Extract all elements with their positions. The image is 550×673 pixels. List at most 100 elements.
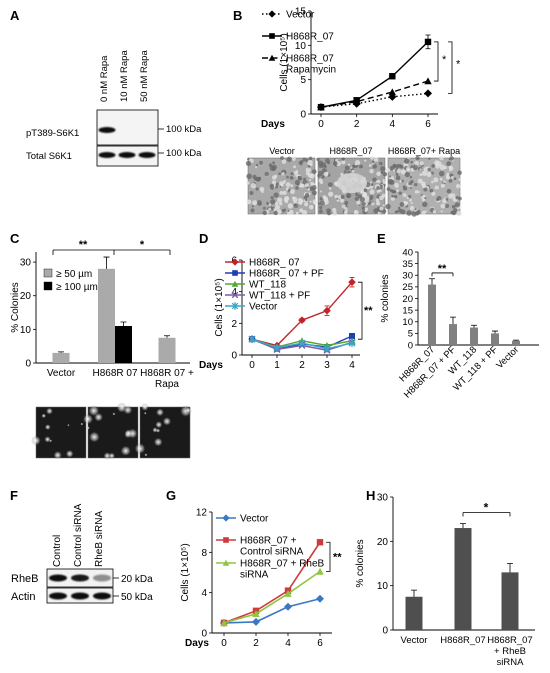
significance-bracket <box>462 512 511 517</box>
legend-marker <box>222 559 230 566</box>
chart-b-growth-curve: 0 5 10 15 0 2 4 6 Days Cells (1×10⁵) Vector H868R_0… <box>261 7 461 131</box>
data-point-s3-2 <box>352 97 361 105</box>
significance-bracket-1 <box>434 41 439 82</box>
series-line-2 <box>320 41 429 108</box>
category-label-3: H868R_07 <box>487 635 532 646</box>
bar-1 <box>405 596 423 630</box>
blot-band-r2-l3 <box>93 592 111 600</box>
legend-label: Vector <box>240 514 269 525</box>
y-axis-label: Cells (1×10⁵) <box>180 543 191 601</box>
panel-label-e: E <box>377 231 386 246</box>
data-point-s2-4 <box>316 539 324 546</box>
error-bar <box>103 256 110 269</box>
bar-3-s1 <box>158 337 176 363</box>
y-tick-label: 8 <box>201 548 207 559</box>
bar-3 <box>470 327 478 345</box>
bar-5 <box>512 340 520 345</box>
x-tick-label: 2 <box>253 638 259 649</box>
legend-label: WT_118 + PF <box>249 291 310 302</box>
series-line-2 <box>223 541 321 624</box>
blot-f-row-1-label: RheB <box>11 573 39 585</box>
legend-marker <box>223 537 229 543</box>
bar-4 <box>491 333 499 345</box>
significance-mark: ** <box>364 305 373 317</box>
blot-band-r1-l1 <box>98 127 116 133</box>
chart-g-growth-curve: 0 4 8 12 0 2 4 6 Days Cells (1×10⁵) Vector H868R_07… <box>180 508 342 650</box>
error-bar <box>471 324 477 328</box>
x-tick-label: 0 <box>221 638 227 649</box>
category-label-2: H868R 07 <box>92 368 137 379</box>
panel-label-b: B <box>233 8 242 23</box>
blot-band-r2-l2 <box>71 592 89 600</box>
chart-d-growth-curve: 024601234DaysCells (1×10⁵)H868R_ 07H868R… <box>199 256 373 372</box>
x-tick-label: 4 <box>349 360 355 371</box>
data-point-s1-3 <box>298 316 306 324</box>
blot-a-row-2-label: Total S6K1 <box>26 151 72 162</box>
legend-label: ≥ 100 µm <box>56 282 98 293</box>
category-label-3: H868R 07 + <box>140 368 194 379</box>
x-tick-label: 2 <box>299 360 305 371</box>
legend-label: Rapamycin <box>286 65 336 76</box>
y-axis-label: % colonies <box>355 539 366 587</box>
legend-marker <box>268 10 276 18</box>
blot-band-r1-l3 <box>93 574 111 582</box>
image-b-1-label: Vector <box>269 146 295 156</box>
y-tick-label: 20 <box>377 537 389 548</box>
y-tick-label: 10 <box>20 325 32 336</box>
error-bar <box>411 589 417 597</box>
y-tick-label: 0 <box>231 351 237 362</box>
blot-f-row-2-label: Actin <box>11 591 35 603</box>
legend-marker <box>231 258 239 266</box>
y-tick-label: 5 <box>300 75 306 86</box>
bar-2 <box>449 324 457 345</box>
panel-label-h: H <box>366 488 375 503</box>
legend-label: H868R_07 <box>286 54 334 65</box>
blot-band-r2-l2 <box>118 152 136 158</box>
x-axis-label: Days <box>185 638 209 649</box>
micrograph-c-h868r <box>82 402 139 460</box>
panel-label-a: A <box>10 8 20 23</box>
error-bar <box>120 321 127 326</box>
error-bar <box>507 563 513 573</box>
y-tick-label: 2 <box>231 319 237 330</box>
legend-marker <box>232 270 238 276</box>
y-tick-label: 40 <box>402 247 413 258</box>
significance-mark-1: ** <box>79 239 88 251</box>
y-tick-label: 30 <box>20 258 32 269</box>
x-tick-label: 6 <box>425 119 431 130</box>
y-axis-label: Cells (1×10⁵) <box>214 278 225 336</box>
data-point-s5-5 <box>348 339 356 348</box>
x-tick-label: 4 <box>285 638 291 649</box>
data-point-s1-4 <box>316 594 324 603</box>
y-tick-label: 15 <box>295 7 307 18</box>
blot-band-r2-l1 <box>49 592 67 600</box>
x-axis-label: Days <box>199 360 223 371</box>
blot-a-lane-2-label: 10 nM Rapa <box>119 50 130 102</box>
y-tick-label: 30 <box>377 493 389 504</box>
legend-label: Vector <box>286 10 315 21</box>
significance-bracket <box>326 541 331 572</box>
error-bar <box>429 278 435 285</box>
x-tick-label: 0 <box>318 119 324 130</box>
blot-band-r1-l1 <box>49 574 67 582</box>
y-tick-label: 0 <box>408 340 413 351</box>
legend-marker <box>231 291 239 299</box>
category-label-5: Vector <box>494 344 521 371</box>
data-point-s2-5 <box>349 333 355 339</box>
error-bar <box>460 523 466 529</box>
panel-a-western-blot: 0 nM Rapa 10 nM Rapa 50 nM Rapa pT389-S6… <box>26 50 202 167</box>
data-point-s2-4 <box>424 38 432 46</box>
legend-swatch <box>43 281 53 291</box>
data-point-s1-4 <box>323 306 331 315</box>
significance-bracket-2 <box>114 249 171 255</box>
x-tick-label: 6 <box>317 638 323 649</box>
y-tick-label: 5 <box>408 329 413 340</box>
data-point-s3-4 <box>424 77 432 85</box>
legend-label: H868R_07 <box>286 32 334 43</box>
legend-marker <box>222 514 230 522</box>
category-label-3: Rapa <box>155 379 179 390</box>
blot-f-lane-2-label: Control siRNA <box>73 503 84 567</box>
panel-c-images <box>31 402 192 460</box>
category-label-3: siRNA <box>497 657 525 668</box>
